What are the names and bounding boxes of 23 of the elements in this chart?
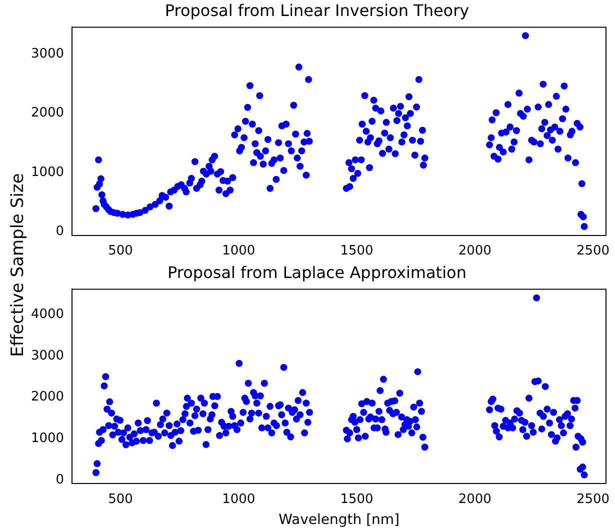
x-tick-label: 1500: [340, 492, 374, 507]
x-tick-label: 1500: [340, 244, 374, 259]
x-tick-label: 500: [108, 492, 133, 507]
chart-title: Proposal from Laplace Approximation: [168, 262, 466, 282]
y-tick-label: 3000: [30, 348, 64, 364]
x-tick-label: 2500: [576, 244, 610, 259]
y-tick-label: 1000: [30, 164, 64, 180]
y-tick-label: 3000: [30, 46, 64, 62]
y-tick-label: 0: [56, 472, 64, 488]
y-axis-title: Effective Sample Size: [8, 173, 28, 357]
y-tick-label: 1000: [30, 430, 64, 446]
chart-title: Proposal from Linear Inversion Theory: [164, 0, 470, 20]
x-tick-label: 1000: [222, 492, 256, 507]
x-tick-label: 1000: [222, 244, 256, 259]
x-tick-label: 500: [108, 244, 133, 259]
y-tick-label: 2000: [30, 390, 64, 405]
y-tick-label: 2000: [30, 106, 64, 121]
y-tick-label: 0: [56, 224, 64, 240]
x-tick-label: 2000: [458, 244, 492, 259]
y-tick-label: 4000: [30, 307, 64, 322]
x-axis-title: Wavelength [nm]: [278, 512, 400, 528]
x-tick-label: 2500: [576, 492, 610, 507]
x-tick-label: 2000: [458, 492, 492, 507]
